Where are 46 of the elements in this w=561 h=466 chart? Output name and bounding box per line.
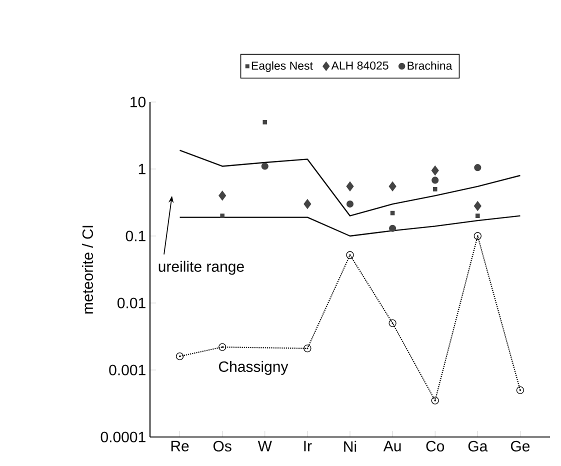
x-tick-label: Ni xyxy=(344,440,356,452)
point xyxy=(516,386,524,394)
point xyxy=(476,214,480,218)
y-tick-label: 0.1 xyxy=(126,230,146,242)
x-tick-label: Ge xyxy=(510,440,530,452)
x-tick-label: Au xyxy=(383,440,401,452)
point xyxy=(261,162,268,170)
x-tick-label: Ir xyxy=(304,440,312,452)
point xyxy=(474,201,482,211)
point xyxy=(389,224,396,232)
x-tick-label: Ga xyxy=(468,440,488,452)
line-series xyxy=(179,150,521,216)
point xyxy=(432,187,438,192)
point xyxy=(346,251,354,259)
point xyxy=(346,182,354,192)
y-tick-label: 10 xyxy=(130,96,146,108)
point xyxy=(474,232,482,240)
point xyxy=(346,200,354,208)
point xyxy=(304,199,312,209)
legend-label: ALH 84025 xyxy=(331,61,388,70)
point xyxy=(474,164,482,172)
point xyxy=(388,182,396,192)
y-tick-label: 1 xyxy=(138,164,146,174)
legend-label: Eagles Nest xyxy=(252,61,313,72)
point xyxy=(218,190,226,200)
annotation: ureilite range xyxy=(158,260,244,275)
point xyxy=(176,352,184,360)
y-axis-title: meteorite / CI xyxy=(82,226,94,314)
point xyxy=(431,396,439,404)
point xyxy=(390,210,395,216)
x-tick-label: Re xyxy=(171,440,189,452)
point xyxy=(431,166,439,176)
x-tick-label: Co xyxy=(426,440,444,452)
point xyxy=(304,344,312,352)
y-tick-label: 0.0001 xyxy=(100,432,146,442)
series-label: Chassigny xyxy=(218,360,288,375)
point xyxy=(262,120,268,124)
y-tick-label: 0.001 xyxy=(109,364,146,376)
x-tick-label: Os xyxy=(213,440,232,452)
point xyxy=(218,343,226,351)
point xyxy=(220,214,224,218)
point xyxy=(432,176,439,184)
legend-label: Brachina xyxy=(408,61,452,70)
y-tick-label: 0.01 xyxy=(118,298,146,308)
x-tick-label: W xyxy=(258,440,272,452)
point xyxy=(388,319,396,328)
